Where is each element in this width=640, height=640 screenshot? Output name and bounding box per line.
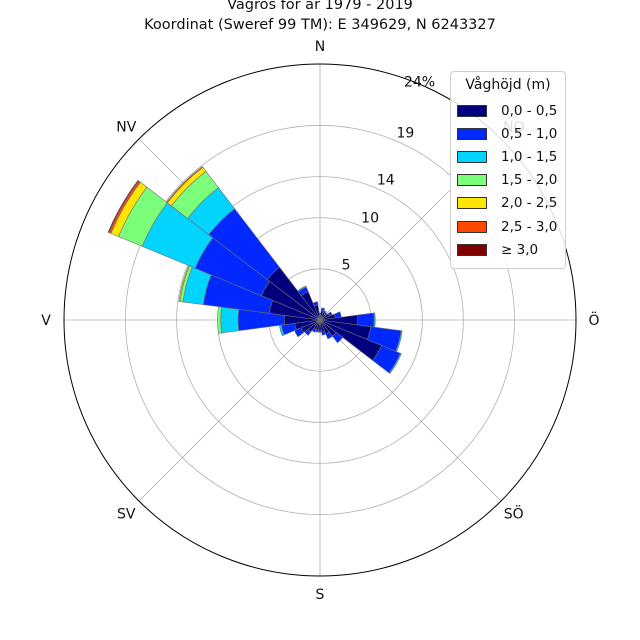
legend-item: ≥ 3,0 (451, 238, 565, 261)
legend-swatch (457, 243, 487, 256)
legend-label: 0,0 - 0,5 (501, 102, 558, 119)
radial-tick-label: 19 (396, 125, 414, 141)
legend-label: 2,0 - 2,5 (501, 195, 558, 212)
legend-swatch (457, 150, 487, 163)
rose-bar-segment (357, 312, 375, 328)
legend-swatch (457, 220, 487, 233)
direction-label: N (315, 39, 325, 55)
rose-bar-segment (388, 352, 402, 375)
legend-label: 2,5 - 3,0 (501, 218, 558, 235)
polar-frame (63, 63, 577, 577)
angular-gridline (138, 319, 321, 502)
legend: Våghöjd (m) 0,0 - 0,5 0,5 - 1,0 1,0 - 1,5 1… (450, 71, 566, 269)
rose-bar-segment (107, 179, 140, 234)
legend-swatch (457, 104, 487, 117)
legend-item: 0,5 - 1,0 (451, 122, 565, 145)
legend-item: 0,0 - 0,5 (451, 99, 565, 122)
radial-tick-label: 5 (342, 258, 351, 274)
legend-swatch (457, 174, 487, 187)
direction-label: SÖ (504, 505, 524, 523)
rose-bar-segment (325, 331, 333, 340)
rose-bar-segment (312, 301, 319, 307)
rose-bar-segment (321, 330, 327, 336)
legend-label: 1,5 - 2,0 (501, 172, 558, 189)
radial-tick-label: 10 (361, 210, 379, 226)
rose-bar-segment (166, 166, 204, 204)
legend-label: 0,5 - 1,0 (501, 125, 558, 142)
legend-label: 1,0 - 1,5 (501, 148, 558, 165)
direction-label: Ö (588, 311, 599, 329)
direction-label: V (41, 313, 51, 329)
rose-bar-segment (373, 312, 376, 328)
direction-label: NV (116, 119, 136, 135)
rose-bar-segment (220, 306, 240, 334)
rose-bar-segment (217, 306, 222, 334)
chart-title: Vågros för år 1979 - 2019 (227, 0, 413, 13)
radial-max-label: 24% (404, 74, 435, 90)
legend-item: 2,0 - 2,5 (451, 192, 565, 215)
legend-label: ≥ 3,0 (501, 241, 539, 258)
chart-subtitle: Koordinat (Sweref 99 TM): E 349629, N 62… (144, 17, 496, 33)
legend-item: 1,5 - 2,0 (451, 169, 565, 192)
radial-tick-label: 14 (377, 173, 395, 189)
rose-bar-segment (297, 285, 307, 292)
legend-swatch (457, 197, 487, 210)
legend-item: 2,5 - 3,0 (451, 215, 565, 238)
rose-bar-segment (332, 332, 344, 344)
direction-label: S (316, 587, 325, 603)
legend-item: 1,0 - 1,5 (451, 145, 565, 168)
legend-swatch (457, 127, 487, 140)
direction-label: SV (117, 507, 136, 523)
legend-title: Våghöjd (m) (465, 77, 551, 93)
angular-gridline (319, 319, 502, 502)
